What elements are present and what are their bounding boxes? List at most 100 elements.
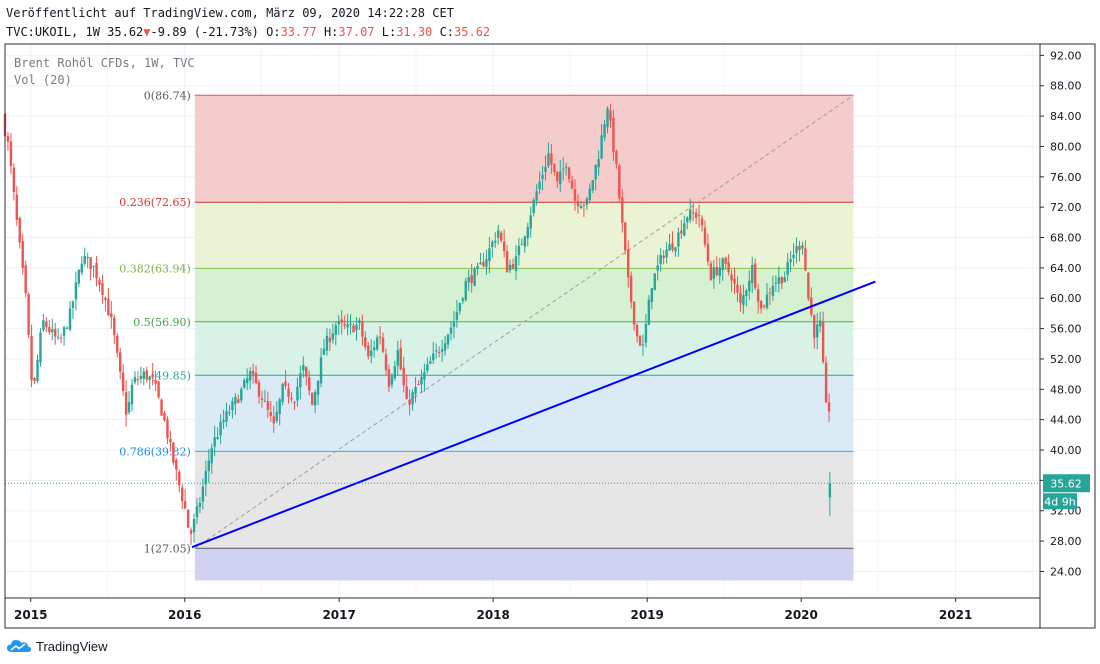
fib-level-label: 0.382(63.94) — [119, 262, 191, 275]
candle-body — [210, 447, 213, 464]
candle-body — [201, 486, 205, 502]
candle-body — [653, 273, 656, 290]
candle-body — [260, 398, 264, 400]
candle-body — [724, 257, 727, 264]
candle-body — [683, 223, 686, 236]
y-tick-label: 56.00 — [1050, 323, 1082, 336]
candle-body — [553, 163, 556, 172]
y-tick-label: 40.00 — [1050, 444, 1082, 457]
candle-body — [83, 256, 86, 264]
x-tick-label: 2020 — [784, 608, 817, 622]
candle-body — [183, 501, 187, 509]
candle-body — [677, 232, 680, 247]
candle-body — [346, 324, 349, 328]
x-tick-label: 2018 — [476, 608, 509, 622]
candle-body — [641, 344, 645, 346]
candle-body — [68, 308, 72, 330]
y-tick-label: 68.00 — [1050, 232, 1082, 245]
candle-body — [482, 261, 485, 267]
candle-body — [393, 366, 397, 379]
candle-body — [485, 259, 488, 267]
candle-body — [384, 354, 388, 371]
close-label: C: — [439, 25, 455, 39]
x-tick-label: 2015 — [14, 608, 47, 622]
low-value: 31.30 — [396, 25, 433, 39]
candle-body — [656, 265, 659, 271]
candle-body — [54, 329, 57, 337]
candle-body — [157, 381, 160, 398]
candle-body — [727, 262, 730, 273]
candle-body — [257, 382, 261, 397]
candle-body — [302, 364, 305, 371]
candle-body — [367, 345, 370, 357]
candle-body — [375, 337, 379, 350]
candle-body — [479, 262, 482, 265]
candle-body — [284, 381, 287, 386]
candle-body — [417, 384, 420, 386]
candle-body — [618, 165, 621, 199]
x-tick-label: 2017 — [322, 608, 355, 622]
candle-body — [222, 420, 225, 423]
candle-body — [455, 311, 459, 320]
candle-body — [337, 321, 340, 325]
candle-body — [121, 372, 125, 392]
candle-body — [529, 215, 532, 229]
high-label: H: — [323, 25, 339, 39]
candle-body — [71, 301, 75, 308]
y-tick-label: 52.00 — [1050, 353, 1082, 366]
y-tick-label: 88.00 — [1050, 80, 1082, 93]
candle-body — [319, 357, 323, 384]
y-tick-label: 44.00 — [1050, 414, 1082, 427]
candle-body — [748, 280, 751, 292]
price-tag — [1043, 474, 1090, 493]
fib-level-label: 0(86.74) — [144, 89, 191, 102]
y-tick-label: 84.00 — [1050, 110, 1082, 123]
price-change: -9.89 (-21.73%) — [150, 25, 259, 39]
tradingview-logo[interactable]: TradingView — [6, 636, 108, 656]
candle-body — [547, 153, 550, 166]
candle-body — [30, 336, 33, 381]
candle-body — [381, 337, 385, 352]
candle-body — [491, 241, 494, 247]
candle-body — [446, 334, 450, 345]
candle-body — [293, 402, 296, 404]
candle-body — [429, 361, 432, 364]
candle-body — [751, 264, 754, 284]
candle-body — [514, 256, 518, 271]
candle-body — [494, 240, 497, 243]
candle-body — [827, 402, 831, 412]
candles — [3, 104, 831, 546]
candle-body — [762, 305, 766, 307]
candle-body — [151, 374, 154, 378]
countdown-tag — [1043, 493, 1077, 510]
candle-body — [42, 320, 45, 330]
candle-body — [334, 325, 337, 335]
x-tick-label: 2021 — [939, 608, 972, 622]
published-line: Veröffentlicht auf TradingView.com, März… — [6, 6, 454, 20]
candle-body — [650, 288, 654, 303]
candle-body — [556, 171, 559, 182]
candle-body — [12, 167, 16, 192]
candle-body — [570, 180, 574, 189]
candle-body — [296, 386, 299, 401]
candle-body — [160, 399, 163, 416]
candle-body — [127, 402, 131, 413]
low-label: L: — [381, 25, 397, 39]
candle-body — [21, 241, 24, 268]
candle-body — [564, 167, 568, 169]
y-tick-label: 80.00 — [1050, 140, 1082, 153]
y-tick-label: 28.00 — [1050, 535, 1082, 548]
candle-body — [269, 412, 273, 416]
y-tick-label: 76.00 — [1050, 171, 1082, 184]
chart-header: Veröffentlicht auf TradingView.com, März… — [6, 4, 1096, 42]
candle-body — [700, 218, 704, 226]
candle-body — [254, 372, 258, 384]
candle-body — [780, 277, 783, 284]
candle-body — [768, 292, 772, 294]
candle-body — [189, 530, 193, 534]
candle-body — [733, 278, 736, 284]
tradingview-wordmark: TradingView — [36, 638, 108, 654]
candle-body — [402, 367, 405, 386]
candle-body — [567, 167, 571, 180]
